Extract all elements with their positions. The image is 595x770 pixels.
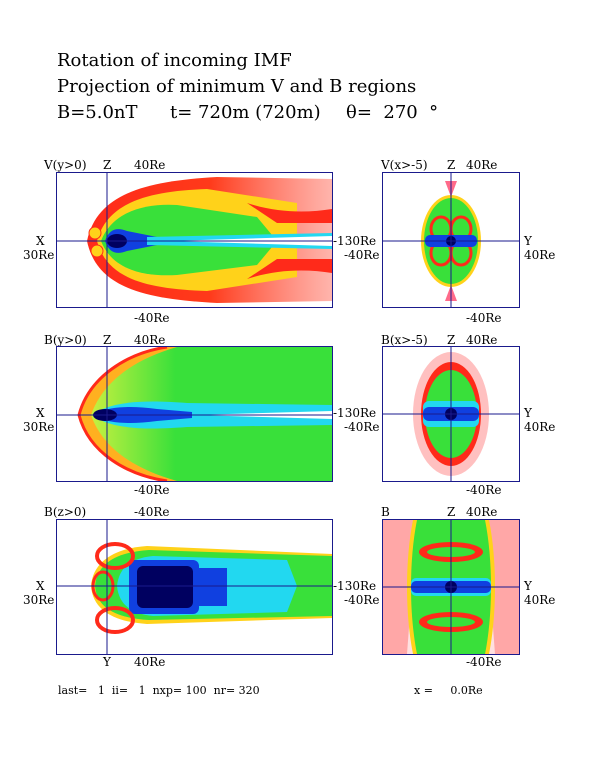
panel-v-x-top-value: 40Re <box>466 158 498 172</box>
panel-b-z-left-value: 30Re <box>23 593 55 607</box>
blue-block-2 <box>197 568 227 606</box>
footer-x-position: x = 0.0Re <box>414 684 483 697</box>
panel-b-x-right-axis: Y <box>524 406 532 420</box>
panel-b-top-value: 40Re <box>466 505 498 519</box>
panel-b-right-value: 40Re <box>524 593 556 607</box>
panel-b-y-left-value: 30Re <box>23 420 55 434</box>
panel-v-y-title: V(y>0) <box>44 158 87 172</box>
panel-b-z-right-value: -130Re <box>333 579 377 593</box>
panel-v-x-plot <box>382 172 520 308</box>
navy-block <box>137 566 193 608</box>
panel-v-x-bottom-value: -40Re <box>466 311 502 325</box>
panel-b-x-left-value: -40Re <box>344 420 380 434</box>
panel-b-x-axis-top: Z <box>447 333 456 347</box>
title-line-1: Rotation of incoming IMF <box>57 50 292 71</box>
panel-b-z-top-value: -40Re <box>134 505 170 519</box>
red-bow-edge <box>77 347 168 416</box>
panel-b-x-plot <box>382 346 520 482</box>
panel-b-title: B <box>381 505 390 519</box>
title-line-2: Projection of minimum V and B regions <box>57 76 417 97</box>
panel-v-y-left-value: 30Re <box>23 248 55 262</box>
title-theta: θ= 270 ° <box>346 102 439 123</box>
panel-b-y-bottom-value: -40Re <box>134 483 170 497</box>
red-ring-upper <box>95 542 135 570</box>
panel-b-z-bottom-axis: Y <box>103 655 111 669</box>
panel-b-plot <box>382 519 520 655</box>
panel-b-x-top-value: 40Re <box>466 333 498 347</box>
panel-b-z-bottom-value: 40Re <box>134 655 166 669</box>
panel-v-x-left-value: -40Re <box>344 248 380 262</box>
panel-b-y-axis-top: Z <box>103 333 112 347</box>
bow-detail-1 <box>88 226 102 240</box>
red-lobe-upper <box>247 203 332 223</box>
panel-b-right-axis: Y <box>524 579 532 593</box>
panel-b-y-title: B(y>0) <box>44 333 87 347</box>
panel-b-z-left-axis: X <box>36 579 45 593</box>
red-bow-edge-lower <box>77 414 168 481</box>
panel-v-y-axis-top: Z <box>103 158 112 172</box>
panel-b-y-left-axis: X <box>36 406 45 420</box>
panel-b-x-title: B(x>-5) <box>381 333 428 347</box>
panel-b-bottom-value: -40Re <box>466 655 502 669</box>
panel-v-y-bottom-value: -40Re <box>134 311 170 325</box>
title-b-field: B=5.0nT <box>57 102 138 123</box>
panel-b-y-right-value: -130Re <box>333 406 377 420</box>
panel-b-left-value: -40Re <box>344 593 380 607</box>
panel-v-y-left-axis: X <box>36 234 45 248</box>
panel-b-x-right-value: 40Re <box>524 420 556 434</box>
panel-b-x-bottom-value: -40Re <box>466 483 502 497</box>
panel-v-y-top-value: 40Re <box>134 158 166 172</box>
panel-v-x-right-value: 40Re <box>524 248 556 262</box>
panel-b-y-plot <box>56 346 333 482</box>
panel-b-y-top-value: 40Re <box>134 333 166 347</box>
footer-run-params: last= 1 ii= 1 nxp= 100 nr= 320 <box>58 684 260 697</box>
panel-b-z-title: B(z>0) <box>44 505 87 519</box>
panel-v-y-right-value: -130Re <box>333 234 377 248</box>
panel-v-y-plot <box>56 172 333 308</box>
panel-v-x-axis-top: Z <box>447 158 456 172</box>
panel-v-x-right-axis: Y <box>524 234 532 248</box>
bow-detail-2 <box>90 244 104 258</box>
panel-b-axis-top: Z <box>447 505 456 519</box>
panel-b-z-plot <box>56 519 333 655</box>
title-time: t= 720m (720m) <box>170 102 321 123</box>
red-lobe-lower <box>247 259 332 279</box>
red-ring-lower <box>95 606 135 634</box>
panel-v-x-title: V(x>-5) <box>381 158 428 172</box>
